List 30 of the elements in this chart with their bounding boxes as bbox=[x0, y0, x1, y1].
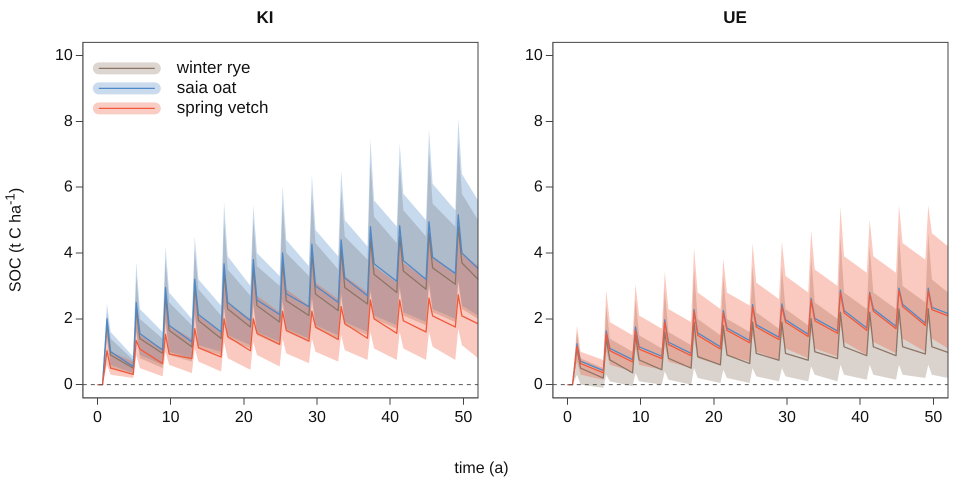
chart-title: UE bbox=[723, 8, 747, 27]
x-tick-label: 50 bbox=[924, 408, 942, 426]
x-axis-title: time (a) bbox=[453, 460, 510, 478]
y-tick-label: 6 bbox=[534, 178, 543, 196]
x-tick-label: 40 bbox=[381, 408, 400, 426]
x-tick-label: 20 bbox=[234, 408, 253, 426]
x-tick-label: 30 bbox=[308, 408, 326, 426]
y-tick-label: 0 bbox=[534, 376, 543, 394]
x-tick-label: 0 bbox=[562, 408, 572, 426]
y-tick-label: 8 bbox=[64, 112, 73, 130]
legend-label: saia oat bbox=[176, 78, 237, 98]
y-tick-label: 10 bbox=[55, 46, 73, 64]
y-tick-label: 10 bbox=[525, 46, 543, 64]
x-tick-label: 20 bbox=[704, 408, 723, 426]
x-tick-label: 40 bbox=[851, 408, 870, 426]
x-tick-label: 30 bbox=[778, 408, 796, 426]
chart-title: KI bbox=[256, 8, 274, 27]
y-tick-label: 4 bbox=[534, 244, 543, 262]
y-tick-label: 4 bbox=[64, 244, 73, 262]
x-tick-label: 10 bbox=[632, 408, 650, 426]
legend-label: winter rye bbox=[176, 58, 250, 78]
x-tick-label: 50 bbox=[454, 408, 472, 426]
y-tick-label: 6 bbox=[64, 178, 73, 196]
y-tick-label: 0 bbox=[64, 376, 73, 394]
y-tick-label: 8 bbox=[534, 112, 543, 130]
y-tick-label: 2 bbox=[534, 310, 543, 328]
y-tick-label: 2 bbox=[64, 310, 73, 328]
x-tick-label: 10 bbox=[162, 408, 180, 426]
legend-label: spring vetch bbox=[176, 98, 268, 118]
x-tick-label: 0 bbox=[92, 408, 102, 426]
